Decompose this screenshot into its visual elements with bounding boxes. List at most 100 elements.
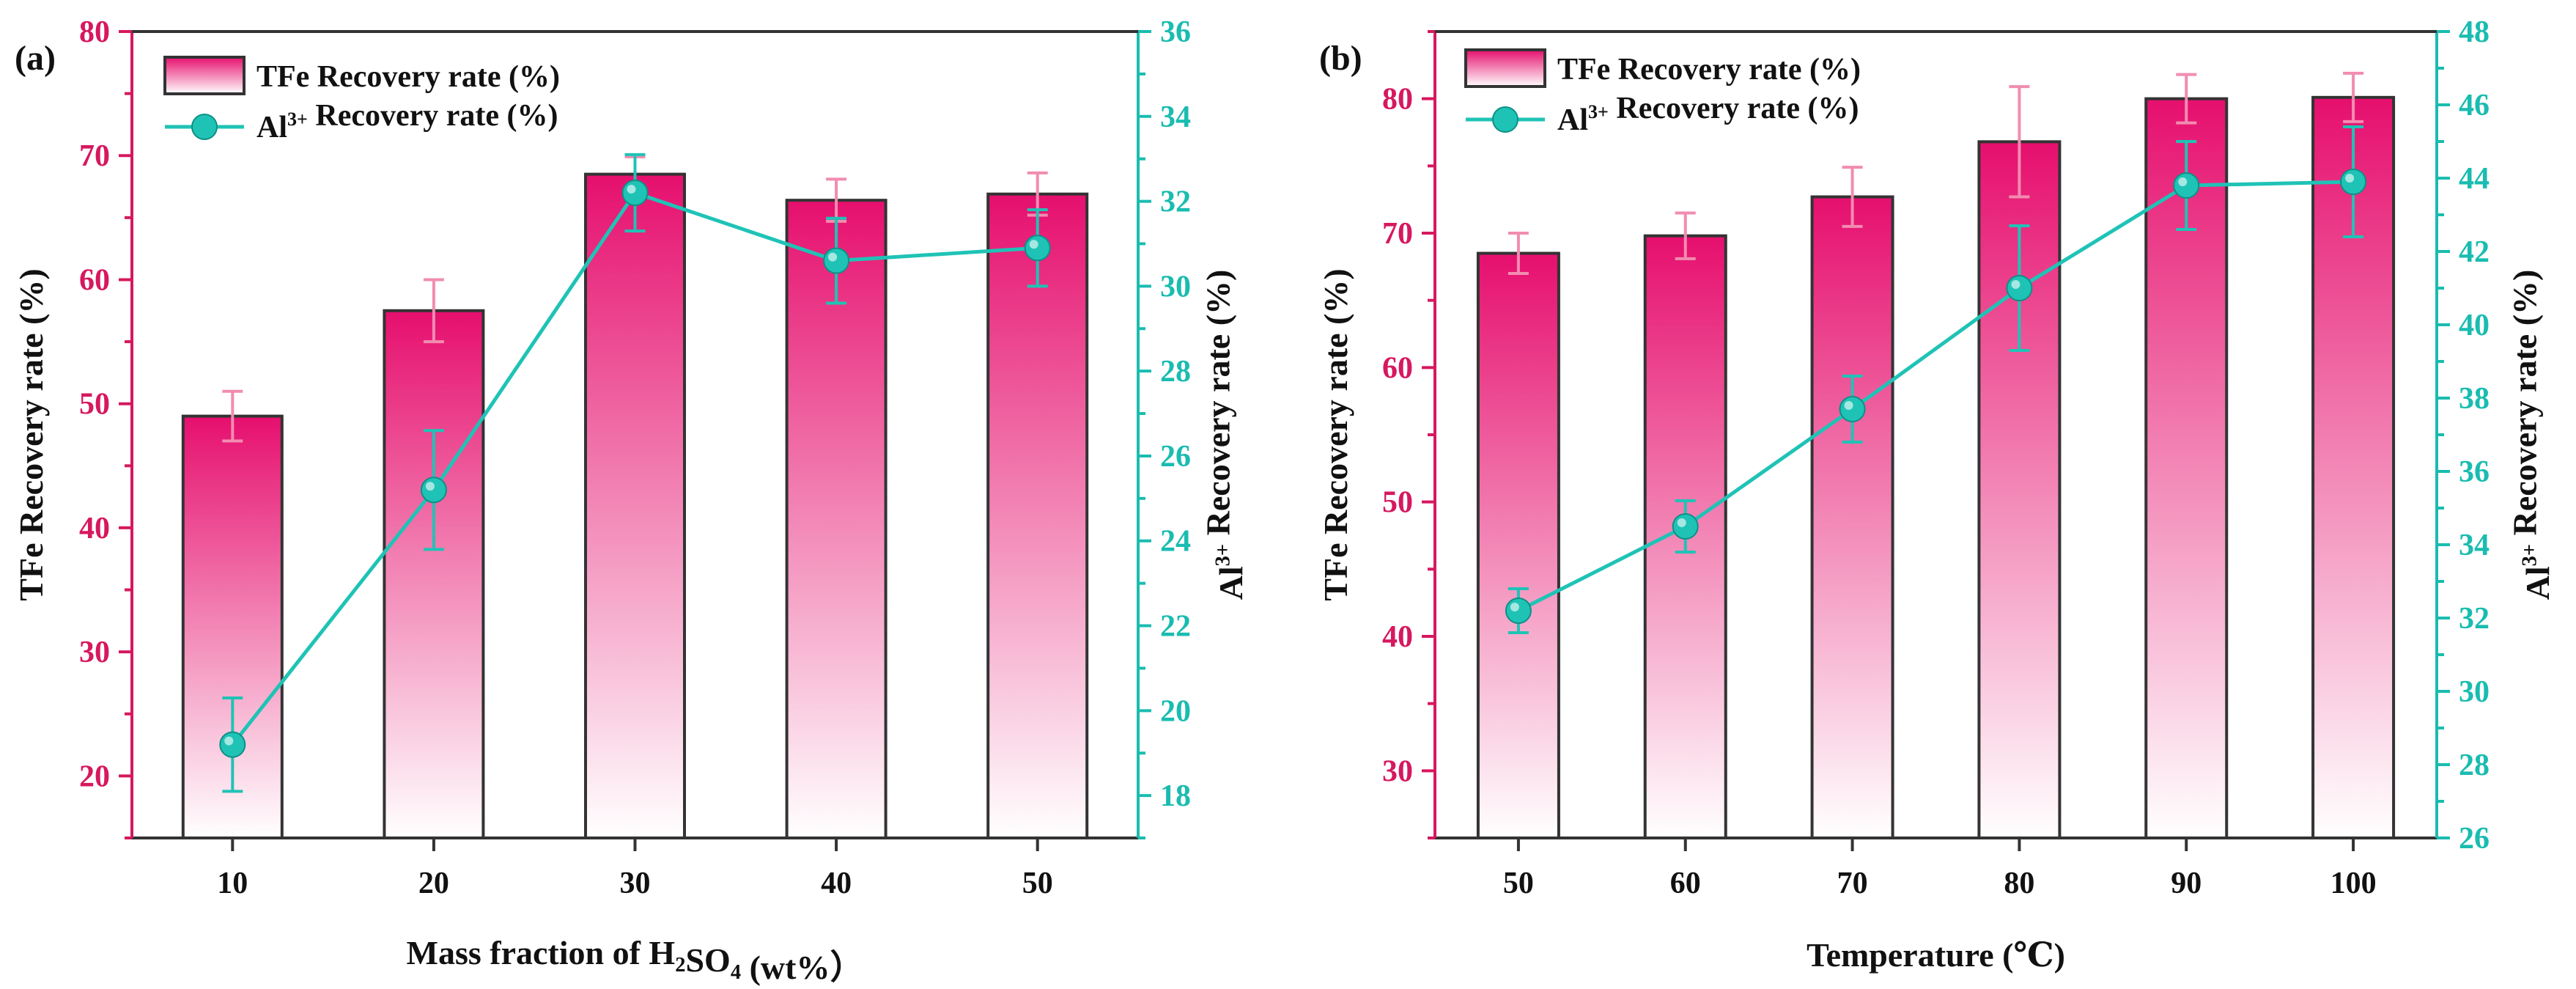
left-tick-label: 30 xyxy=(79,636,110,669)
right-tick-label: 18 xyxy=(1160,779,1191,813)
line-marker xyxy=(2340,169,2367,195)
line-marker-highlight xyxy=(2345,174,2355,183)
legend-line-label: Al3+ Recovery rate (%) xyxy=(257,99,558,144)
right-tick-label: 36 xyxy=(2459,455,2490,489)
bar-error-bar xyxy=(423,278,444,344)
left-tick-label: 70 xyxy=(1382,217,1413,251)
left-tick-label: 50 xyxy=(1382,486,1413,520)
line-marker-highlight xyxy=(2178,177,2188,186)
chart-panel-a: 10 20 30 40 50 20 30 40 50 60 70 80 18 20 22 24 26 28 30 32… xyxy=(12,15,1250,986)
left-tick-label: 40 xyxy=(1382,620,1413,654)
right-tick-label: 42 xyxy=(2459,235,2490,269)
line-marker xyxy=(2173,172,2200,199)
legend: TFe Recovery rate (%) Al3+ Recovery rate … xyxy=(163,56,560,144)
x-tick-label: 90 xyxy=(2171,867,2202,900)
panel-label: (b) xyxy=(1319,39,1362,78)
x-tick-label: 50 xyxy=(1503,867,1534,900)
bar xyxy=(1476,251,1560,839)
left-tick-label: 40 xyxy=(79,512,110,545)
left-axis-title: TFe Recovery rate (%) xyxy=(1317,268,1354,600)
left-tick-label: 80 xyxy=(79,15,110,49)
legend: TFe Recovery rate (%) Al3+ Recovery rate … xyxy=(1464,48,1861,137)
left-tick-label: 30 xyxy=(1382,754,1413,788)
right-tick-label: 40 xyxy=(2459,309,2490,342)
legend-line-marker xyxy=(191,114,218,140)
line-marker xyxy=(1505,598,1532,624)
x-tick-label: 20 xyxy=(418,867,449,900)
legend-bar-swatch xyxy=(163,56,246,95)
line-marker-highlight xyxy=(1677,518,1686,527)
left-tick-label: 70 xyxy=(79,139,110,173)
legend-bar-swatch xyxy=(1464,48,1546,88)
right-tick-label: 22 xyxy=(1160,610,1191,644)
right-axis-title: Al3+ Recovery rate (%) xyxy=(1200,270,1250,600)
legend-line-label: Al3+ Recovery rate (%) xyxy=(1557,92,1859,137)
right-tick-label: 30 xyxy=(2459,675,2490,709)
line-marker xyxy=(2006,275,2033,301)
x-axis-title: Temperature (℃) xyxy=(1806,936,2065,974)
right-tick-label: 28 xyxy=(1160,355,1191,389)
x-axis-title: Mass fraction of H2SO4 (wt%） xyxy=(407,934,864,986)
right-tick-label: 34 xyxy=(2459,529,2490,562)
x-tick-label: 30 xyxy=(620,867,651,900)
bar-error-bar xyxy=(1842,166,1863,228)
line-marker-highlight xyxy=(1510,603,1519,611)
left-tick-label: 60 xyxy=(79,263,110,297)
bar-error-bar xyxy=(2009,85,2030,199)
bar xyxy=(383,309,485,839)
chart-panel-b: 50 60 70 80 90 100 30 40 50 60 70 80 26 28 30 32 34 36 38 4… xyxy=(1317,15,2556,974)
bar-error-bar xyxy=(1675,211,1696,260)
line-marker xyxy=(219,731,246,758)
legend-bar-label: TFe Recovery rate (%) xyxy=(1557,53,1861,87)
line-marker xyxy=(420,477,447,504)
bar xyxy=(986,192,1089,839)
right-tick-label: 38 xyxy=(2459,382,2490,416)
legend-bar-label: TFe Recovery rate (%) xyxy=(257,60,560,94)
right-tick-label: 32 xyxy=(1160,185,1191,219)
line-marker-highlight xyxy=(425,482,435,491)
al-series-line xyxy=(1517,180,2354,613)
line-marker xyxy=(1024,235,1051,262)
line-marker-highlight xyxy=(627,185,636,194)
x-tick-label: 80 xyxy=(2004,867,2034,900)
bar-error-bar xyxy=(2176,73,2197,125)
right-tick-label: 44 xyxy=(2459,162,2490,196)
line-marker xyxy=(823,247,850,274)
right-tick-label: 34 xyxy=(1160,100,1191,134)
line-marker-highlight xyxy=(828,252,838,262)
bar xyxy=(785,199,887,839)
left-tick-label: 50 xyxy=(79,388,110,422)
x-tick-label: 50 xyxy=(1022,867,1053,900)
left-tick-label: 60 xyxy=(1382,351,1413,385)
right-tick-label: 24 xyxy=(1160,525,1191,559)
right-tick-label: 26 xyxy=(1160,440,1191,474)
bar-error-bar xyxy=(2343,71,2364,123)
left-axis-title: TFe Recovery rate (%) xyxy=(12,268,50,600)
line-marker xyxy=(621,180,649,206)
bar-error-bar xyxy=(1507,232,1529,275)
line-marker-highlight xyxy=(1844,401,1853,410)
x-tick-label: 60 xyxy=(1670,867,1701,900)
right-tick-label: 36 xyxy=(1160,15,1191,49)
line-marker-highlight xyxy=(224,736,234,746)
line-marker-highlight xyxy=(1029,240,1038,249)
panel-label: (a) xyxy=(15,39,56,78)
right-tick-label: 20 xyxy=(1160,694,1191,728)
left-tick-label: 20 xyxy=(79,760,110,793)
x-tick-label: 40 xyxy=(821,867,852,900)
right-tick-label: 46 xyxy=(2459,89,2490,122)
bar xyxy=(1810,195,1894,839)
right-tick-label: 48 xyxy=(2459,15,2490,49)
line-marker xyxy=(1839,396,1866,422)
x-tick-label: 70 xyxy=(1837,867,1868,900)
bar xyxy=(584,172,686,840)
left-tick-label: 80 xyxy=(1382,83,1413,117)
line-marker-highlight xyxy=(2011,280,2020,289)
right-tick-label: 26 xyxy=(2459,822,2490,856)
x-tick-label: 10 xyxy=(217,867,248,900)
line-marker xyxy=(1672,513,1699,540)
right-tick-label: 28 xyxy=(2459,749,2490,782)
right-tick-label: 32 xyxy=(2459,602,2490,636)
legend-line-marker xyxy=(1492,106,1518,133)
